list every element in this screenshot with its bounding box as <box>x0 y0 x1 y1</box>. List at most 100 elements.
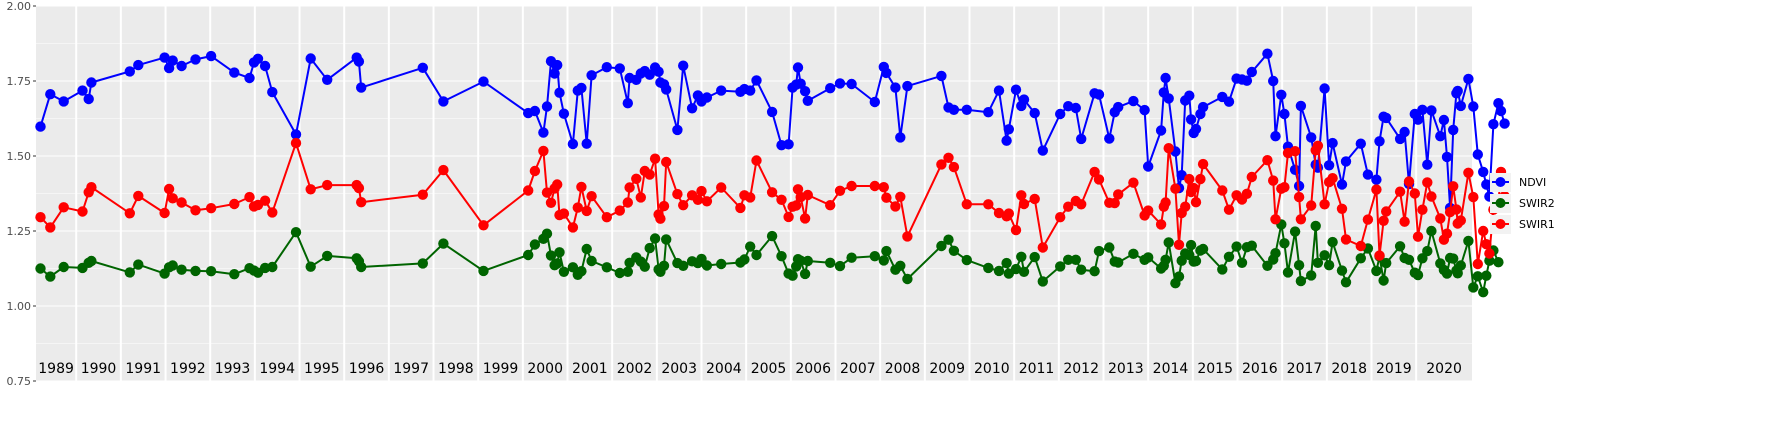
data-point <box>614 205 625 216</box>
year-label: 2010 <box>974 361 1010 377</box>
data-point <box>1270 248 1281 259</box>
data-point <box>1143 252 1154 263</box>
data-point <box>622 197 633 208</box>
data-point <box>846 252 857 263</box>
data-point <box>205 203 217 214</box>
data-point <box>552 179 563 190</box>
data-point <box>1160 254 1171 265</box>
data-point <box>799 268 811 280</box>
data-point <box>1323 260 1335 271</box>
data-point <box>799 213 811 224</box>
data-point <box>948 104 960 116</box>
data-point <box>1270 214 1281 225</box>
data-point <box>895 191 906 202</box>
y-tick-label: 0.75 <box>7 375 32 388</box>
data-point <box>1018 198 1030 210</box>
data-point <box>229 67 240 78</box>
data-point <box>1076 133 1087 145</box>
data-point <box>1295 100 1307 112</box>
data-point <box>672 188 683 200</box>
data-point <box>739 254 750 265</box>
data-point <box>353 182 365 194</box>
data-point <box>1306 270 1317 281</box>
series-layer <box>35 48 1510 298</box>
data-point <box>1063 254 1074 265</box>
legend-item: SWIR2 <box>1490 194 1555 213</box>
data-point <box>1495 105 1507 117</box>
data-point <box>1289 146 1301 157</box>
data-point <box>1163 237 1174 248</box>
year-label: 2005 <box>751 361 787 377</box>
data-point <box>45 271 56 282</box>
data-point <box>1093 174 1105 185</box>
data-point <box>1452 85 1463 97</box>
data-point <box>586 70 597 81</box>
data-point <box>267 261 278 273</box>
data-point <box>45 222 56 233</box>
data-point <box>1306 200 1317 211</box>
data-point <box>581 205 592 217</box>
data-point <box>545 197 557 208</box>
data-point <box>1381 206 1392 217</box>
data-point <box>478 76 489 87</box>
data-point <box>881 67 892 79</box>
data-point <box>961 104 972 116</box>
data-point <box>1327 173 1338 184</box>
series-swir2 <box>35 219 1504 298</box>
year-label: 2007 <box>840 361 876 377</box>
year-label: 1989 <box>38 361 74 377</box>
data-point <box>1076 264 1087 275</box>
data-point <box>902 80 913 92</box>
legend-label: NDVI <box>1519 176 1546 189</box>
data-point <box>1037 242 1049 253</box>
data-point <box>622 98 633 109</box>
data-point <box>716 182 727 193</box>
data-point <box>1055 108 1066 120</box>
data-point <box>438 96 449 107</box>
data-point <box>1319 199 1330 210</box>
data-point <box>1463 73 1474 85</box>
data-point <box>305 53 316 64</box>
data-point <box>869 180 880 192</box>
data-point <box>1422 177 1433 188</box>
data-point <box>541 101 553 112</box>
data-point <box>993 265 1005 277</box>
data-point <box>745 241 756 252</box>
data-point <box>869 251 880 262</box>
data-point <box>229 269 240 280</box>
data-point <box>529 105 541 117</box>
data-point <box>1268 75 1279 87</box>
legend-key-point <box>1495 177 1506 187</box>
data-point <box>529 165 541 177</box>
data-point <box>322 250 333 262</box>
data-point <box>776 251 787 262</box>
data-point <box>1426 225 1437 237</box>
data-point <box>541 228 553 239</box>
data-point <box>678 60 689 71</box>
data-point <box>438 238 449 249</box>
data-point <box>983 199 994 210</box>
data-point <box>1412 269 1424 281</box>
data-point <box>1323 160 1335 171</box>
data-point <box>1113 257 1124 268</box>
year-labels: 1989 1990 1991 1992 1993 1994 1995 1996 1997 1998… <box>38 361 1462 377</box>
data-point <box>167 260 178 271</box>
data-point <box>1381 112 1392 124</box>
data-point <box>1472 149 1484 160</box>
data-point <box>1018 94 1030 105</box>
data-point <box>1374 136 1385 147</box>
year-label: 1992 <box>170 361 206 377</box>
data-point <box>961 199 972 210</box>
data-point <box>1336 203 1348 214</box>
data-point <box>1076 199 1087 210</box>
data-point <box>846 78 857 90</box>
data-point <box>1180 201 1191 212</box>
data-point <box>1441 151 1453 163</box>
data-point <box>961 254 972 266</box>
data-point <box>1190 255 1202 267</box>
data-point <box>783 211 794 223</box>
data-point <box>834 260 846 272</box>
data-point <box>895 132 906 143</box>
data-point <box>943 152 954 163</box>
data-point <box>878 182 889 193</box>
